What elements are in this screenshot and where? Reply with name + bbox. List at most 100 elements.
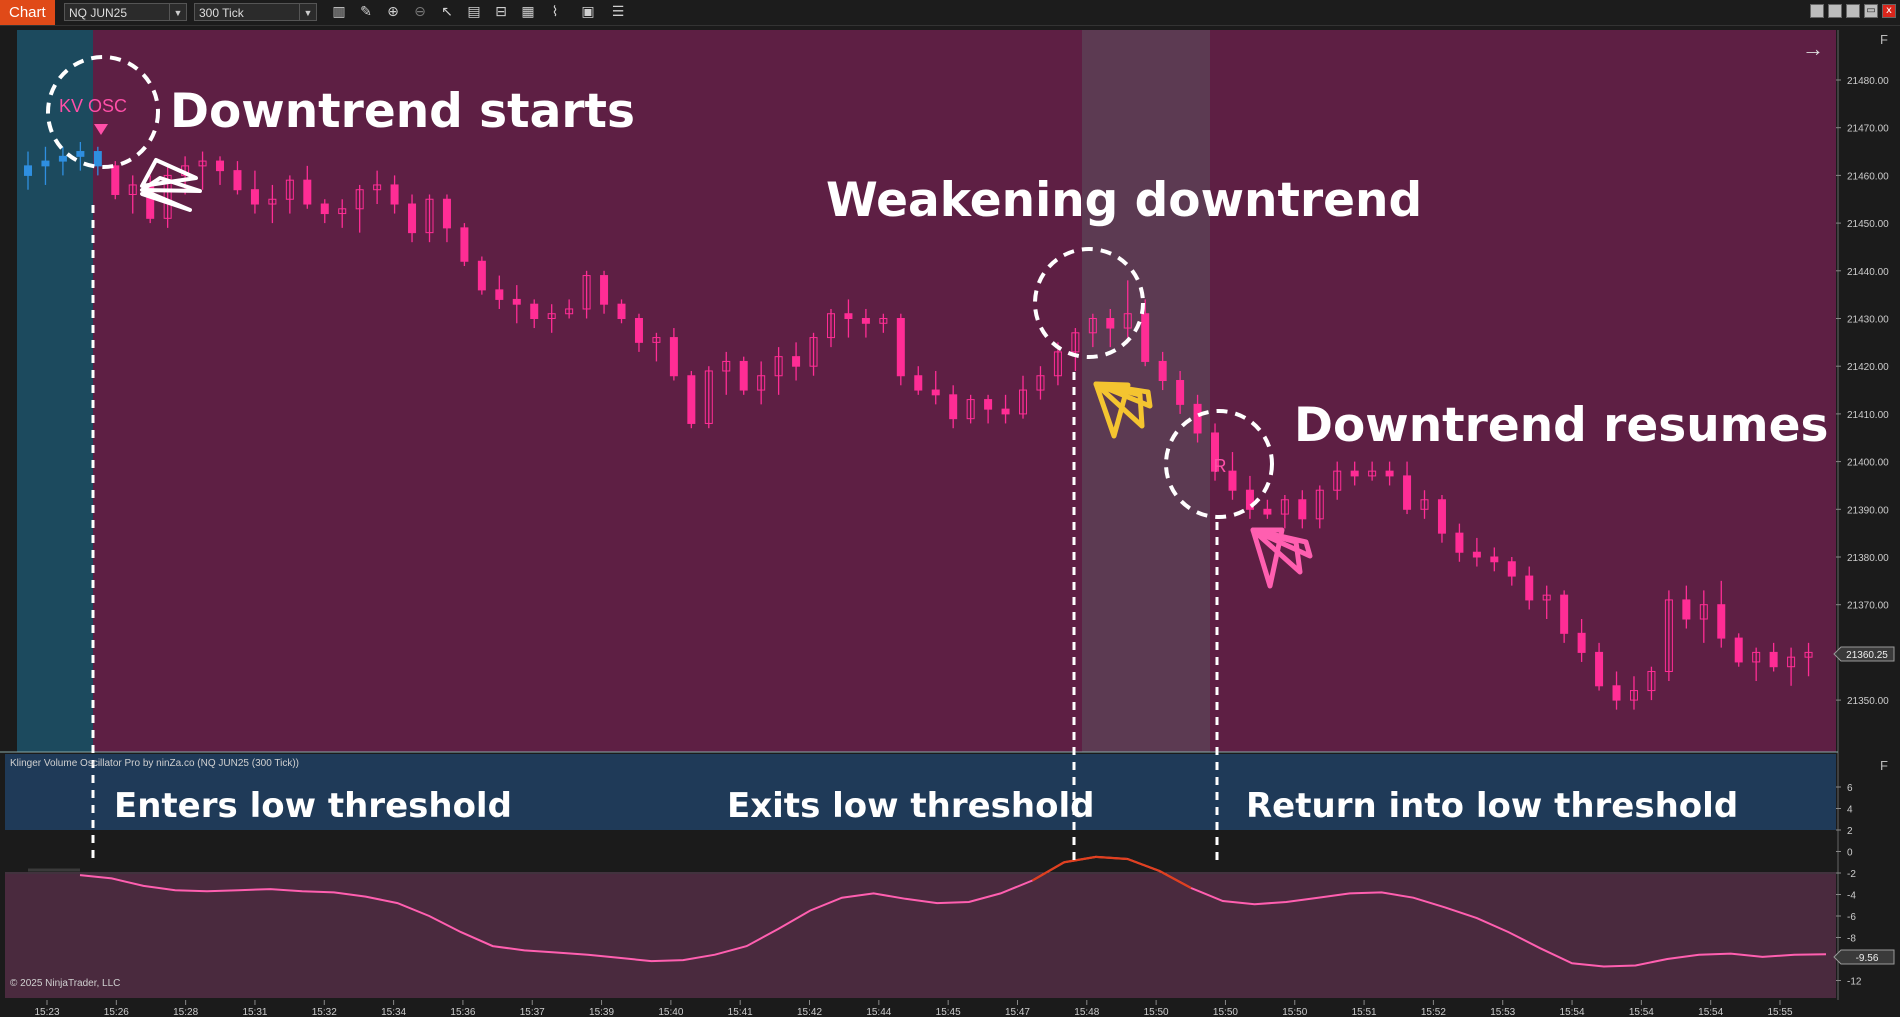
maximize-icon[interactable] [1828, 4, 1842, 18]
templates-icon[interactable]: ▣ [581, 4, 595, 20]
close-icon[interactable]: x [1882, 4, 1896, 18]
candle [58, 146, 67, 176]
candle [687, 370, 696, 429]
instrument-selector[interactable]: NQ JUN25 ▼ [64, 3, 187, 21]
candle [1490, 547, 1499, 572]
candle [1647, 666, 1656, 701]
candle [1664, 590, 1673, 682]
candle [739, 356, 748, 395]
candle [163, 165, 172, 228]
candle [896, 313, 905, 386]
time-tick-label: 15:50 [1144, 1007, 1169, 1017]
current-oscillator-tag: -9.56 [1833, 949, 1895, 965]
oscillator-tick-label: -12 [1847, 977, 1862, 988]
interval-selector[interactable]: 300 Tick ▼ [194, 3, 317, 21]
indicators-icon[interactable]: ▦ [521, 4, 535, 20]
candle [1595, 642, 1604, 691]
oscillator-series [28, 855, 1827, 968]
candle [24, 151, 32, 190]
candle [914, 366, 923, 395]
chart-canvas[interactable]: 21480.00 21470.00 21460.00 21450.00 21440.00… [0, 26, 1900, 1017]
price-tick-label: 21480.00 [1847, 76, 1889, 87]
price-tick-label: 21440.00 [1847, 267, 1889, 278]
low-zone [5, 874, 1836, 998]
candlestick-series [24, 142, 1813, 710]
candle [198, 151, 207, 190]
candle [1560, 590, 1569, 643]
candle [1525, 566, 1534, 610]
time-tick-label: 15:54 [1698, 1007, 1723, 1017]
candle [1437, 494, 1446, 543]
time-tick-label: 15:32 [312, 1007, 337, 1017]
candle [704, 366, 713, 429]
strategies-icon[interactable]: ⌇ [551, 4, 559, 20]
candle [1176, 370, 1185, 414]
candle [652, 332, 661, 362]
time-tick-label: 15:26 [104, 1007, 129, 1017]
chart-toolbar: Chart NQ JUN25 ▼ 300 Tick ▼ ▥ ✎ ⊕ ⊖ ↖ ▤ … [0, 0, 1900, 26]
candle [512, 285, 521, 324]
candle [617, 299, 626, 324]
candle [442, 194, 451, 243]
oscillator-high-segment [1158, 869, 1192, 890]
chart-tab[interactable]: Chart [0, 0, 55, 25]
candle [844, 299, 853, 338]
candle [949, 385, 958, 429]
time-tick-label: 15:50 [1282, 1007, 1307, 1017]
candle [1193, 394, 1202, 443]
candle [1699, 590, 1708, 643]
time-tick-label: 15:52 [1421, 1007, 1446, 1017]
time-tick-label: 15:53 [1490, 1007, 1515, 1017]
candle [216, 156, 225, 185]
candle [1787, 647, 1796, 686]
candle [1769, 642, 1778, 672]
bar-type-icon[interactable]: ▥ [332, 4, 346, 20]
data-box-icon[interactable]: ▤ [467, 4, 481, 20]
price-tick-label: 21450.00 [1847, 219, 1889, 230]
candle [1036, 366, 1045, 400]
candle [634, 313, 643, 352]
zoom-out-icon[interactable]: ⊖ [414, 4, 426, 20]
bear-zone [93, 30, 1836, 752]
oscillator-tick-label: -2 [1847, 869, 1856, 880]
candle [1141, 299, 1150, 367]
price-tick-label: 21420.00 [1847, 362, 1889, 373]
candle [1717, 580, 1726, 648]
candle [722, 351, 731, 395]
time-tick-label: 15:39 [589, 1007, 614, 1017]
price-tick-label: 21350.00 [1847, 696, 1889, 707]
time-tick-label: 15:40 [658, 1007, 683, 1017]
candle [460, 223, 469, 267]
candle [966, 394, 975, 424]
candle [1420, 490, 1429, 519]
candle [1088, 313, 1097, 348]
downtrend-start-circle [46, 55, 160, 169]
draw-pencil-icon[interactable]: ✎ [360, 4, 372, 20]
candle [128, 175, 137, 214]
oscillator-line [79, 855, 1827, 968]
minimize-icon[interactable] [1810, 4, 1824, 18]
restore-icon[interactable] [1846, 4, 1860, 18]
candle [1211, 423, 1220, 481]
pointer-icon[interactable]: ↖ [441, 4, 453, 20]
candle [1298, 490, 1307, 529]
list-icon[interactable]: ☰ [611, 4, 625, 20]
price-tick-label: 21470.00 [1847, 124, 1889, 135]
candle [669, 328, 678, 381]
oscillator-tick-label: -6 [1847, 912, 1856, 923]
price-axis [1836, 30, 1900, 752]
candle [1385, 461, 1394, 486]
candle [565, 299, 574, 319]
candle [774, 347, 783, 395]
properties-icon[interactable]: ⊟ [495, 4, 507, 20]
time-tick-label: 15:54 [1629, 1007, 1654, 1017]
restore-window-icon[interactable]: ▭ [1864, 4, 1878, 18]
price-tick-label: 21380.00 [1847, 553, 1889, 564]
zoom-in-icon[interactable]: ⊕ [387, 4, 399, 20]
candle [1158, 351, 1167, 391]
current-price-label: 21360.25 [1846, 650, 1888, 661]
time-tick-label: 15:55 [1767, 1007, 1792, 1017]
bull-zone [17, 30, 93, 752]
chevron-down-icon: ▼ [299, 4, 316, 20]
price-tick-label: 21430.00 [1847, 315, 1889, 326]
